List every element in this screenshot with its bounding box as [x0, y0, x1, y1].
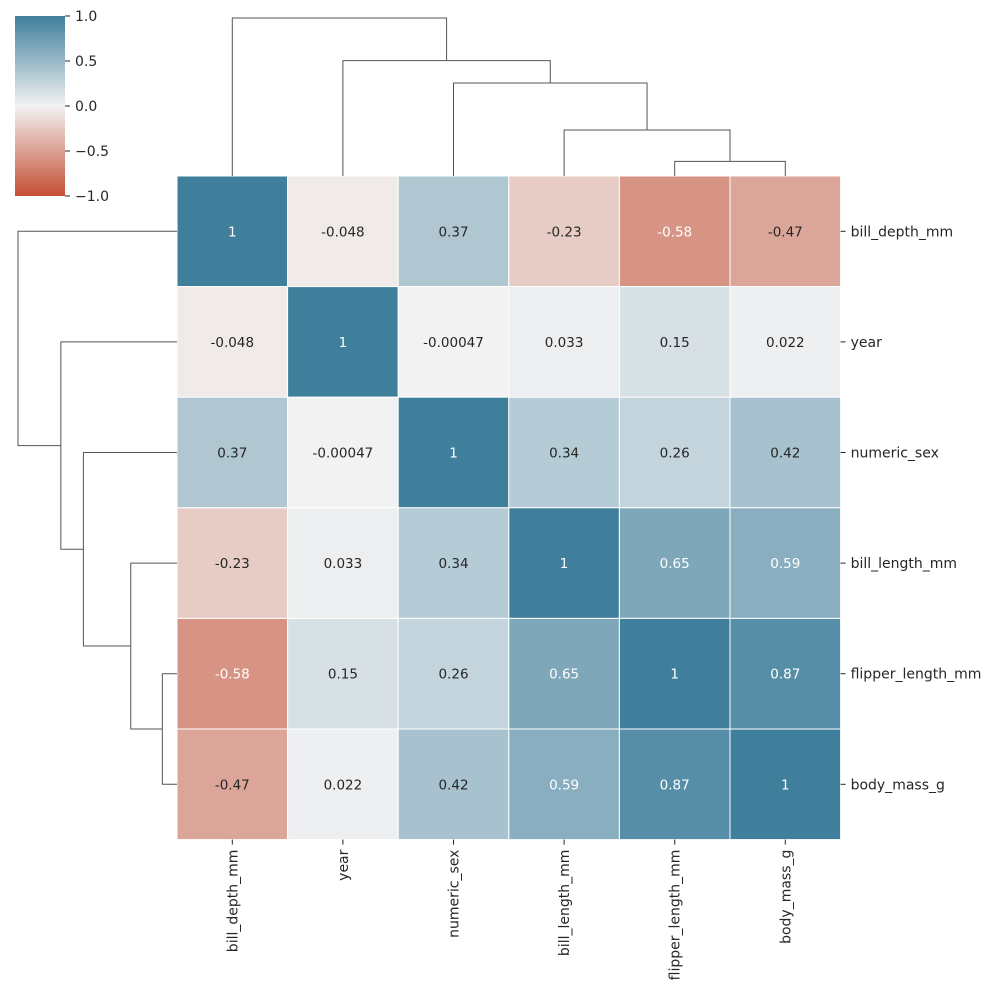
cell-annotation: -0.47 [768, 224, 803, 240]
row-label: year [851, 335, 882, 351]
cell-annotation: -0.00047 [423, 335, 484, 351]
cell-annotation: 0.022 [766, 335, 805, 351]
cell-annotation: 1 [449, 446, 458, 462]
dendrogram-link [342, 60, 551, 176]
heatmap-cell [397, 507, 510, 619]
dendrogram-link [453, 82, 648, 176]
heatmap-cell [287, 507, 399, 619]
heatmap-cell [176, 617, 289, 730]
cell-annotation: 0.37 [438, 224, 468, 240]
row-label: bill_length_mm [851, 556, 957, 572]
row-label: flipper_length_mm [851, 667, 982, 683]
cell-annotation: -0.47 [215, 777, 250, 793]
column-label: year [336, 849, 352, 880]
colorbar-tick-label: 0.5 [75, 54, 97, 70]
cell-annotation: 1 [339, 335, 348, 351]
colorbar-tick-label: 0.0 [75, 99, 97, 115]
cell-annotation: 1 [560, 556, 569, 572]
heatmap-cell [508, 507, 620, 619]
heatmap-cell [729, 728, 842, 841]
cell-annotation: 0.26 [660, 446, 690, 462]
heatmap-cell [729, 396, 842, 509]
heatmap-cell [397, 617, 510, 730]
cell-annotation: 0.42 [770, 446, 800, 462]
dendrogram-link [60, 341, 177, 550]
column-label: bill_length_mm [557, 850, 573, 956]
heatmap-cell [397, 286, 510, 398]
heatmap-cell [176, 507, 289, 619]
cell-annotation: 1 [228, 224, 237, 240]
row-label: numeric_sex [851, 446, 939, 462]
cell-annotation: 1 [670, 667, 679, 683]
cell-annotation: 0.42 [438, 777, 468, 793]
cell-annotation: 0.15 [328, 667, 358, 683]
dendrogram-link [82, 452, 177, 647]
heatmap-cell [508, 617, 620, 730]
dendrogram-link [563, 129, 731, 176]
colorbar [15, 16, 65, 196]
row-label: bill_depth_mm [851, 224, 954, 240]
cell-annotation: 0.87 [770, 667, 800, 683]
cell-annotation: 0.15 [660, 335, 690, 351]
column-label: numeric_sex [447, 850, 463, 938]
dendrogram-link [161, 673, 177, 785]
cell-annotation: 1 [781, 777, 790, 793]
heatmap-annotations: 1 -0.048 0.37 -0.23 -0.58 -0.47 -0.048 1 -0.0004… [211, 224, 805, 793]
heatmap-cells [176, 175, 842, 841]
cell-annotation: -0.048 [321, 224, 365, 240]
heatmap-cell [618, 286, 731, 398]
row-dendrogram [17, 230, 177, 785]
cell-annotation: 0.37 [217, 446, 247, 462]
column-label: bill_depth_mm [225, 850, 241, 953]
dendrogram-link [674, 160, 786, 176]
cell-annotation: -0.048 [211, 335, 255, 351]
heatmap-cell [618, 617, 731, 730]
colorbar-ticks: 1.0 0.5 0.0 −0.5 −1.0 [65, 9, 109, 205]
cell-annotation: 0.87 [660, 777, 690, 793]
cell-annotation: 0.65 [549, 667, 579, 683]
cell-annotation: 0.26 [438, 667, 468, 683]
heatmap-cell [729, 507, 842, 619]
cell-annotation: 0.022 [324, 777, 363, 793]
colorbar-tick-label: 1.0 [75, 9, 97, 25]
heatmap-cell [397, 396, 510, 509]
heatmap-cell [618, 396, 731, 509]
cell-annotation: -0.23 [547, 224, 582, 240]
cell-annotation: 0.59 [549, 777, 579, 793]
cell-annotation: 0.34 [549, 446, 579, 462]
heatmap-cell [176, 175, 289, 288]
column-dendrogram [231, 17, 786, 176]
row-label: body_mass_g [851, 777, 945, 793]
cell-annotation: -0.23 [215, 556, 250, 572]
heatmap-cell [508, 728, 620, 841]
cell-annotation: -0.00047 [313, 446, 374, 462]
colorbar-gradient [15, 16, 65, 196]
heatmap-cell [729, 617, 842, 730]
heatmap-cell [287, 396, 399, 509]
cell-annotation: -0.58 [657, 224, 692, 240]
heatmap-cell [618, 507, 731, 619]
dendrogram-link [130, 562, 177, 730]
column-label: body_mass_g [778, 850, 794, 944]
cell-annotation: 0.033 [545, 335, 584, 351]
colorbar-tick-label: −1.0 [75, 189, 109, 205]
cell-annotation: -0.58 [215, 667, 250, 683]
heatmap-cell [508, 286, 620, 398]
heatmap-cell [508, 396, 620, 509]
cell-annotation: 0.033 [324, 556, 363, 572]
column-label: flipper_length_mm [668, 850, 684, 981]
colorbar-tick-label: −0.5 [75, 144, 109, 160]
cell-annotation: 0.34 [438, 556, 468, 572]
cell-annotation: 0.59 [770, 556, 800, 572]
dendrogram-link [231, 17, 448, 176]
heatmap-cell [176, 286, 289, 398]
dendrogram-link [17, 230, 177, 447]
cell-annotation: 0.65 [660, 556, 690, 572]
column-labels: bill_depth_mm year numeric_sex bill_length_… [225, 839, 794, 981]
heatmap-cell [287, 617, 399, 730]
heatmap-cell [618, 728, 731, 841]
